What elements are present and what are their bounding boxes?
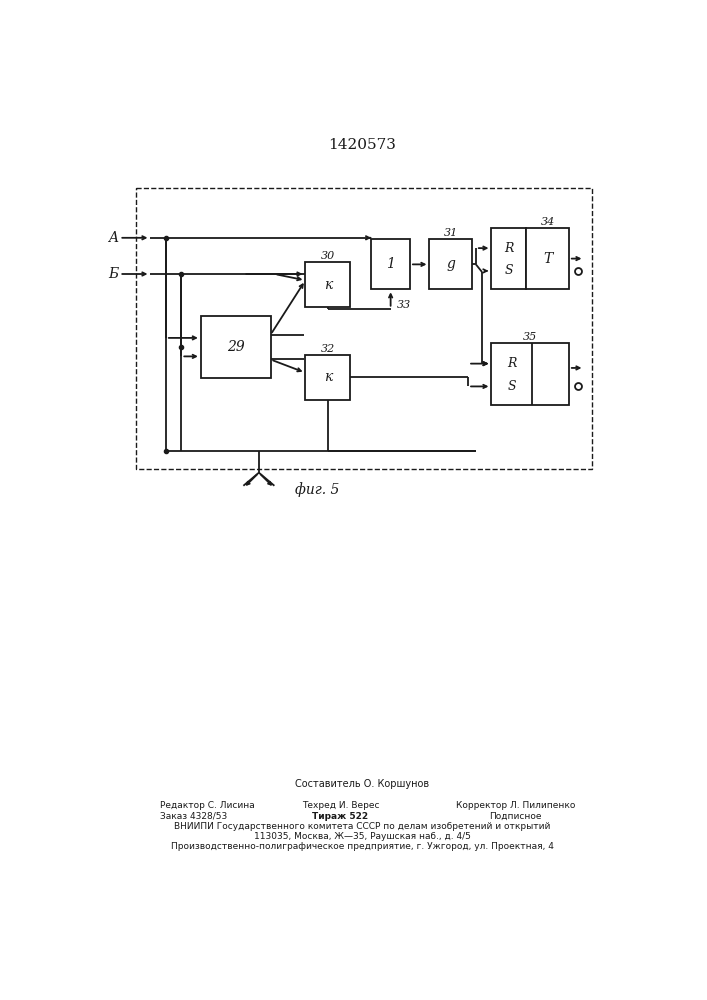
Text: к: к (324, 278, 332, 292)
Bar (305, 262, 351, 307)
Text: 32: 32 (321, 344, 335, 354)
Bar (136, 188, 592, 469)
Text: T: T (543, 252, 552, 266)
Text: 113035, Москва, Ж—35, Раушская наб., д. 4/5: 113035, Москва, Ж—35, Раушская наб., д. … (254, 832, 471, 841)
Text: 34: 34 (540, 217, 555, 227)
Bar (305, 355, 351, 400)
Bar (526, 228, 569, 289)
Bar (429, 239, 472, 289)
Text: A: A (108, 231, 118, 245)
Text: 1: 1 (386, 257, 395, 271)
Text: ВНИИПИ Государственного комитета СССР по делам изобретений и открытий: ВНИИПИ Государственного комитета СССР по… (174, 822, 551, 831)
Text: Заказ 4328/53: Заказ 4328/53 (160, 812, 227, 821)
Text: фиг. 5: фиг. 5 (295, 482, 339, 497)
Text: 35: 35 (523, 332, 537, 342)
Text: g: g (446, 257, 455, 271)
Text: Производственно-полиграфическое предприятие, г. Ужгород, ул. Проектная, 4: Производственно-полиграфическое предприя… (171, 842, 554, 851)
Text: R: R (507, 357, 516, 370)
Text: Корректор Л. Пилипенко: Корректор Л. Пилипенко (456, 801, 575, 810)
Text: Б: Б (108, 267, 118, 281)
Bar (491, 228, 526, 289)
Bar (371, 239, 410, 289)
Text: Техред И. Верес: Техред И. Верес (302, 801, 379, 810)
Text: 33: 33 (397, 300, 411, 310)
Text: S: S (505, 264, 513, 277)
Bar (201, 316, 271, 378)
Text: 31: 31 (443, 228, 458, 238)
Text: R: R (504, 242, 513, 255)
Text: Подписное: Подписное (489, 812, 542, 821)
Text: 30: 30 (321, 251, 335, 261)
Text: 29: 29 (227, 340, 245, 354)
Text: 1420573: 1420573 (328, 138, 396, 152)
Text: к: к (324, 370, 332, 384)
Text: S: S (507, 380, 516, 393)
Text: Тираж 522: Тираж 522 (312, 812, 368, 821)
Text: Редактор С. Лисина: Редактор С. Лисина (160, 801, 255, 810)
Text: Составитель О. Коршунов: Составитель О. Коршунов (296, 779, 429, 789)
Bar (491, 343, 569, 405)
